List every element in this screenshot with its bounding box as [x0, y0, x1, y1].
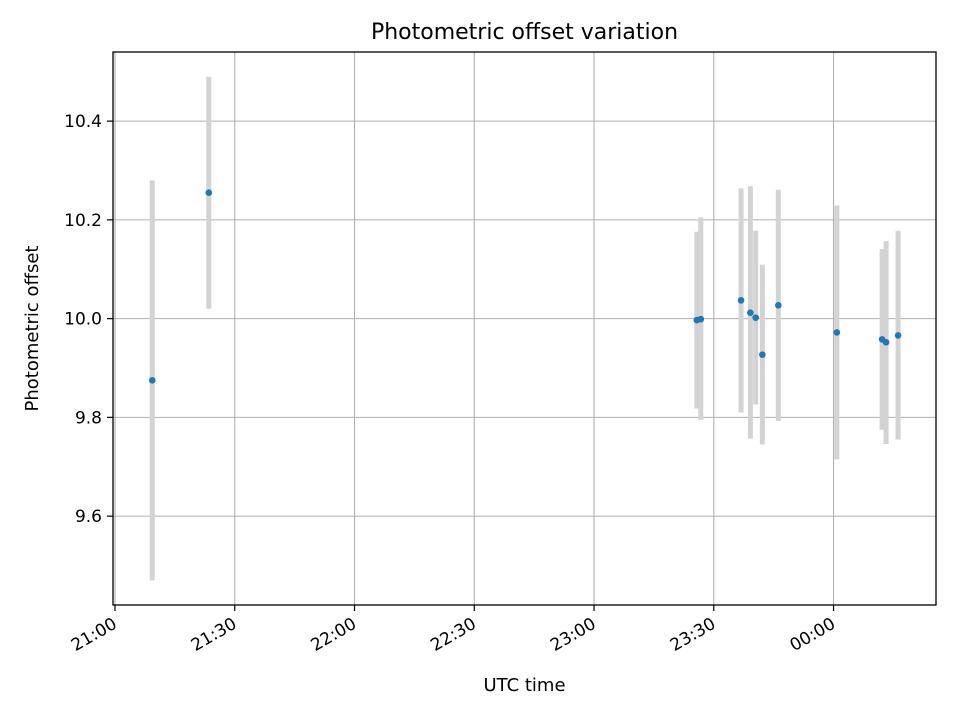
grid — [113, 52, 936, 605]
data-points — [148, 189, 902, 384]
data-point — [759, 351, 766, 358]
data-point — [882, 339, 890, 346]
y-tick-label: 9.8 — [75, 408, 102, 428]
x-tick-label: 23:00 — [547, 614, 599, 656]
x-tick-label: 22:30 — [427, 614, 479, 656]
y-axis-label: Photometric offset — [22, 246, 43, 412]
data-point — [737, 297, 745, 304]
data-point — [752, 314, 759, 321]
x-axis-ticks: 21:00 21:30 22:00 22:30 23:00 23:30 00:00 — [68, 605, 839, 656]
data-point — [775, 301, 782, 309]
x-tick-label: 23:30 — [667, 614, 719, 656]
x-tick-label: 21:00 — [68, 614, 120, 656]
error-bars — [149, 76, 901, 581]
data-point — [205, 189, 213, 197]
x-axis-label: UTC time — [483, 675, 565, 696]
x-tick-label: 00:00 — [787, 614, 839, 656]
data-point — [697, 315, 705, 323]
plot-frame — [112, 51, 937, 606]
y-tick-label: 10.0 — [64, 310, 102, 330]
x-tick-label: 22:00 — [308, 614, 360, 656]
y-tick-label: 9.6 — [75, 507, 102, 527]
y-tick-label: 10.2 — [64, 211, 102, 231]
x-tick-label: 21:30 — [188, 614, 240, 656]
data-point — [894, 332, 902, 339]
data-point — [747, 309, 754, 317]
y-axis-ticks: 9.6 9.8 10.0 10.2 10.4 — [64, 112, 113, 527]
data-point — [148, 377, 156, 384]
y-tick-label: 10.4 — [64, 112, 102, 132]
chart-title: Photometric offset variation — [371, 20, 678, 45]
data-point — [833, 329, 841, 336]
